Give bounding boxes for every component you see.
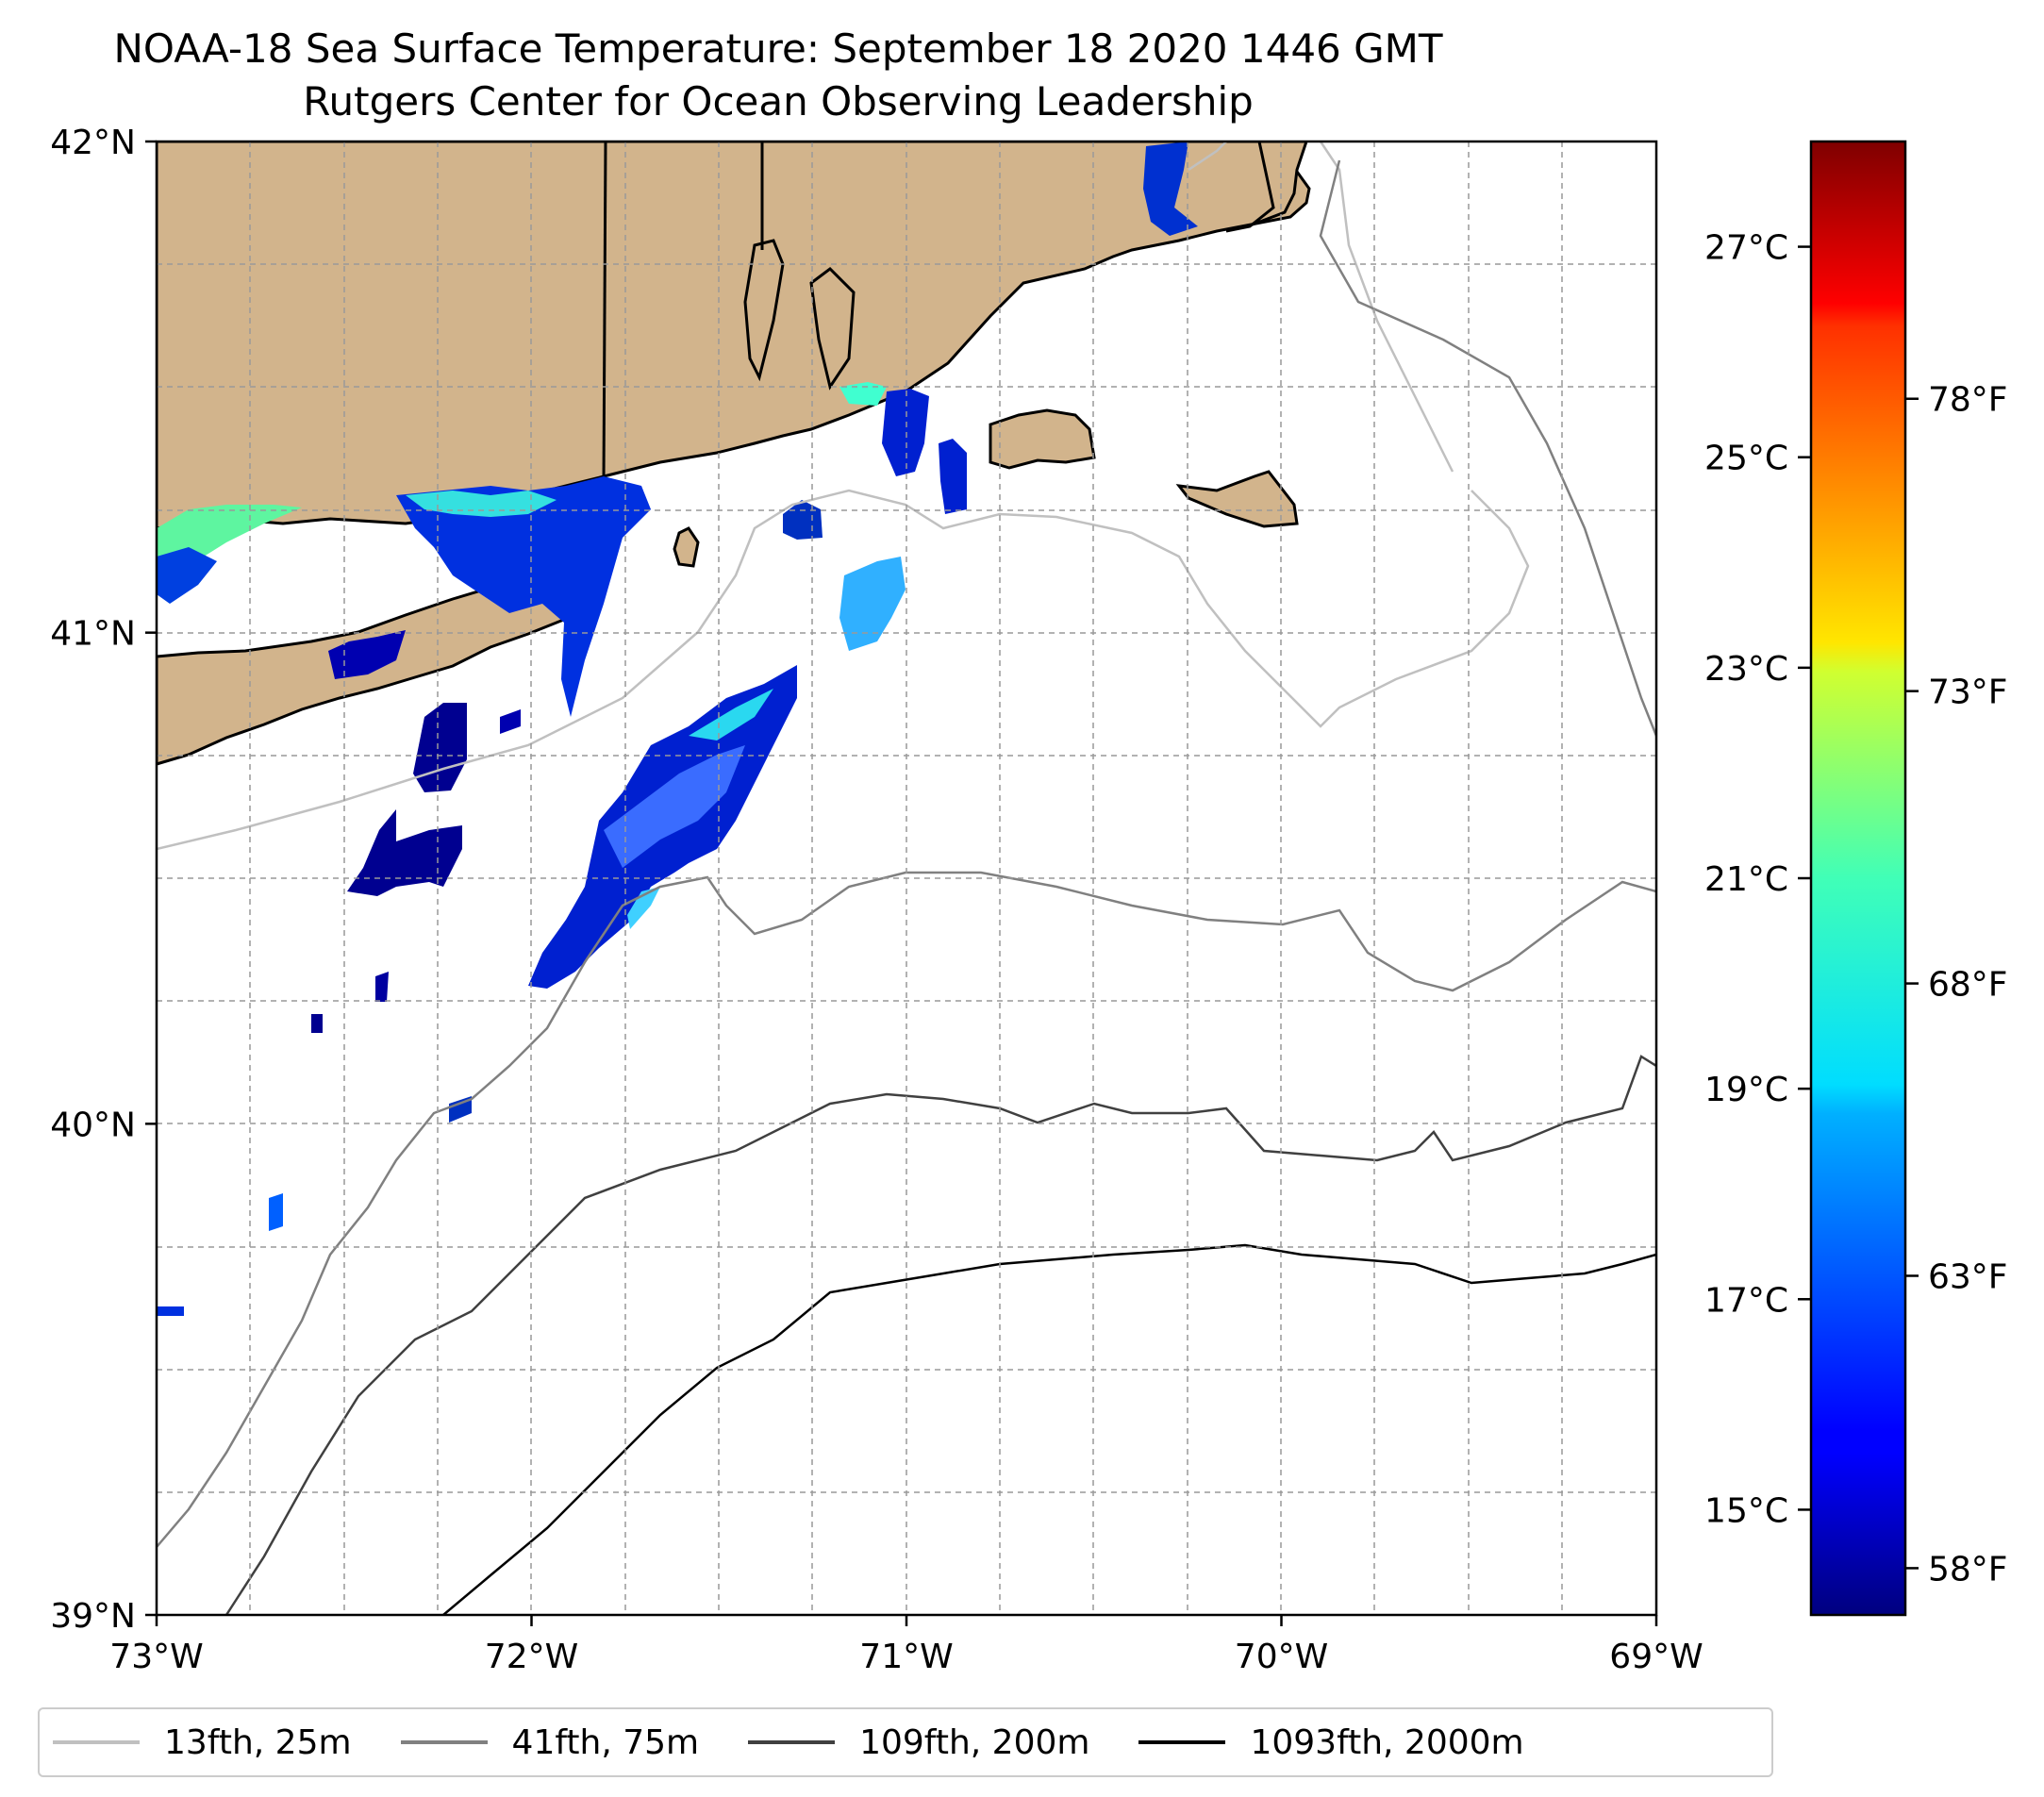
lon-tick-label: 70°W xyxy=(1235,1638,1328,1676)
colorbar-fahrenheit-ticks: 58°F 63°F 68°F 73°F 78°F xyxy=(1905,381,2008,1589)
narragansett-land-2 xyxy=(809,267,856,391)
sst-patch-dot1 xyxy=(311,1014,323,1033)
colorbar-celsius-ticks: 15°C 17°C 19°C 21°C 23°C 25°C 27°C xyxy=(1704,229,1811,1530)
legend-item: 1093fth, 2000m xyxy=(1138,1722,1524,1762)
legend-line-swatch xyxy=(400,1740,488,1744)
contour-75m-b xyxy=(1319,159,1656,737)
legend-line-swatch xyxy=(748,1740,836,1744)
lat-tick-label: 40°N xyxy=(50,1106,136,1144)
nantucket xyxy=(1175,470,1299,528)
block-island xyxy=(673,526,700,568)
sst-patch-far-west xyxy=(157,505,302,583)
legend-label: 1093fth, 2000m xyxy=(1250,1722,1524,1762)
sst-patch-mid4 xyxy=(939,439,967,514)
map-title-line2: Rutgers Center for Ocean Observing Leade… xyxy=(303,78,1254,125)
cape-cod xyxy=(1225,141,1308,233)
celsius-tick-label: 19°C xyxy=(1704,1071,1788,1109)
lat-tick-label: 39°N xyxy=(50,1597,136,1636)
colorbar: 15°C 17°C 19°C 21°C 23°C 25°C 27°C 58°F 63°F 68°… xyxy=(1704,140,2008,1617)
legend-label: 41fth, 75m xyxy=(511,1722,700,1762)
contour-2000m xyxy=(442,1243,1656,1615)
marthas-vineyard xyxy=(989,408,1096,470)
lat-tick-label: 42°N xyxy=(50,124,136,162)
bathymetry-contours xyxy=(157,141,1656,1615)
fahrenheit-tick-label: 68°F xyxy=(1928,966,2008,1005)
legend-label: 109fth, 200m xyxy=(859,1722,1090,1762)
latitude-axis: 42°N 41°N 40°N 39°N xyxy=(50,124,157,1636)
sst-patch-north xyxy=(1143,141,1198,236)
celsius-tick-label: 27°C xyxy=(1704,229,1788,268)
sst-patch-dot6 xyxy=(500,709,521,734)
longitude-axis: 73°W 72°W 71°W 70°W 69°W xyxy=(109,1615,1703,1676)
map-panel: 73°W 72°W 71°W 70°W 69°W 42°N 41°N 40°N 39°N xyxy=(50,124,1703,1676)
sst-patch-dot2 xyxy=(375,972,389,1002)
fahrenheit-tick-label: 73°F xyxy=(1928,674,2008,712)
fahrenheit-tick-label: 63°F xyxy=(1928,1257,2008,1296)
sst-patch-sound xyxy=(396,476,651,717)
contour-25m xyxy=(157,489,1530,851)
sst-patch-far-west-blue xyxy=(157,547,217,604)
lon-tick-label: 73°W xyxy=(109,1638,203,1676)
sst-data xyxy=(157,141,1198,1316)
contour-legend: 13fth, 25m 41fth, 75m 109fth, 200m 1093fth,… xyxy=(38,1707,1773,1777)
sst-patch-dot3 xyxy=(449,1096,472,1123)
sst-patch-dot5 xyxy=(157,1306,184,1316)
celsius-tick-label: 21°C xyxy=(1704,860,1788,899)
contour-200m xyxy=(224,1055,1656,1615)
legend-line-swatch xyxy=(53,1740,140,1744)
legend-item: 109fth, 200m xyxy=(748,1723,1089,1762)
sst-patch-li-north xyxy=(328,630,406,679)
legend-label: 13fth, 25m xyxy=(164,1722,352,1762)
lon-tick-label: 71°W xyxy=(859,1638,953,1676)
sst-patch-west2 xyxy=(413,703,467,792)
legend-line-swatch xyxy=(1138,1740,1226,1744)
celsius-tick-label: 25°C xyxy=(1704,440,1788,478)
fahrenheit-tick-label: 58°F xyxy=(1928,1550,2008,1589)
celsius-tick-label: 15°C xyxy=(1704,1491,1788,1530)
lon-tick-label: 72°W xyxy=(485,1638,578,1676)
celsius-tick-label: 17°C xyxy=(1704,1281,1788,1320)
mainland-new-england xyxy=(157,141,1311,530)
sst-patch-dot4 xyxy=(269,1193,283,1231)
lon-tick-label: 69°W xyxy=(1609,1638,1703,1676)
legend-item: 41fth, 75m xyxy=(400,1722,700,1762)
sst-patch-main-cyan xyxy=(689,689,773,740)
sst-patch-ne xyxy=(627,887,660,929)
sst-patch-mid2 xyxy=(839,557,906,651)
sst-patch-main-core xyxy=(604,745,745,868)
map-title-line1: NOAA-18 Sea Surface Temperature: Septemb… xyxy=(113,25,1443,72)
narragansett-land-1 xyxy=(743,239,785,382)
sst-patch-mid3 xyxy=(882,389,929,476)
contour-25m-b xyxy=(1188,141,1454,473)
fahrenheit-tick-label: 78°F xyxy=(1928,381,2008,420)
map-grid xyxy=(157,141,1656,1615)
lat-tick-label: 41°N xyxy=(50,615,136,654)
contour-75m xyxy=(157,871,1656,1548)
colorbar-gradient xyxy=(1809,140,1907,1617)
sst-patch-buzzards xyxy=(839,382,887,406)
state-borders xyxy=(602,141,764,482)
celsius-tick-label: 23°C xyxy=(1704,650,1788,689)
sst-patch-sound-cyan xyxy=(406,491,557,517)
legend-item: 13fth, 25m xyxy=(53,1723,352,1762)
sst-patch-west xyxy=(347,809,462,896)
